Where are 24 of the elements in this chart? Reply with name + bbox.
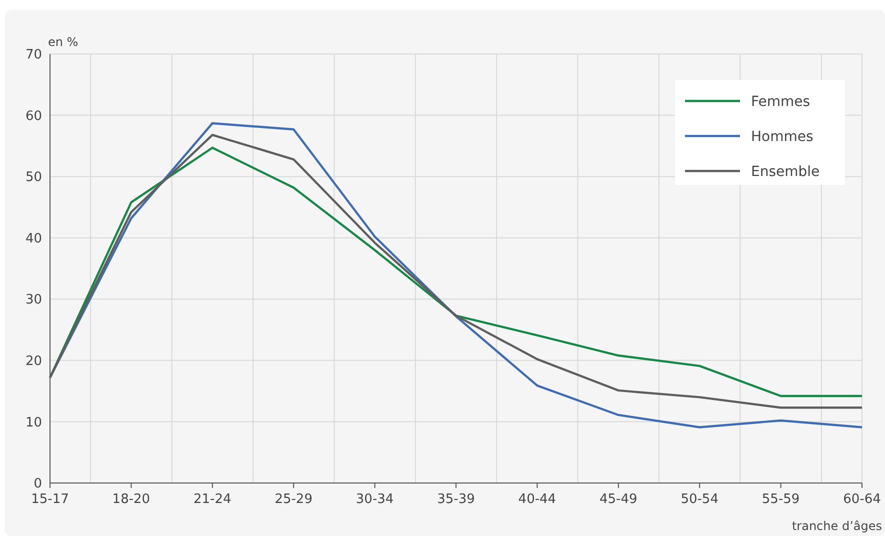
x-tick-label: 18-20 [112, 492, 150, 507]
x-tick-label: 25-29 [274, 492, 312, 507]
y-tick-label: 60 [25, 108, 42, 124]
y-tick-label: 10 [25, 415, 42, 430]
legend-label: Ensemble [751, 164, 820, 180]
legend-label: Femmes [751, 94, 810, 110]
legend-label: Hommes [751, 128, 814, 145]
x-tick-label: 35-39 [437, 492, 475, 507]
y-axis-title: en % [48, 35, 78, 49]
y-tick-label: 0 [34, 476, 42, 492]
y-tick-label: 40 [25, 231, 42, 246]
y-tick-label: 50 [25, 170, 42, 186]
x-tick-label: 40-44 [518, 492, 556, 507]
x-tick-label: 30-34 [356, 492, 394, 507]
x-tick-label: 60-64 [843, 492, 881, 507]
x-tick-label: 15-17 [31, 492, 69, 507]
x-tick-label: 50-54 [680, 492, 718, 507]
x-axis-title: tranche d’âges [792, 519, 882, 533]
y-tick-label: 20 [25, 354, 42, 369]
x-tick-label: 45-49 [600, 492, 638, 507]
x-tick-label: 55-59 [762, 492, 800, 507]
x-tick-label: 21-24 [194, 492, 232, 507]
y-tick-label: 70 [25, 48, 42, 63]
y-tick-label: 30 [25, 292, 42, 308]
